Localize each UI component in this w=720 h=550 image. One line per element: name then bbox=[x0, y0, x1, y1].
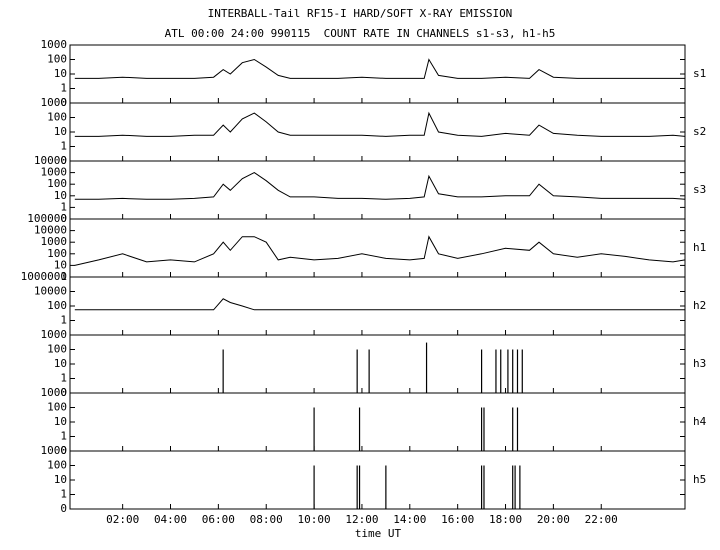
data-line bbox=[74, 58, 685, 79]
x-axis-label: time UT bbox=[355, 527, 402, 540]
panel-label: h2 bbox=[693, 299, 706, 312]
x-tick-label: 16:00 bbox=[441, 513, 474, 526]
panel-label: h4 bbox=[693, 415, 707, 428]
y-tick-label: 1 bbox=[60, 82, 67, 95]
x-tick-label: 08:00 bbox=[250, 513, 283, 526]
y-tick-label: 1000 bbox=[41, 444, 68, 457]
y-tick-label: 10 bbox=[54, 415, 67, 428]
y-tick-label: 100 bbox=[47, 247, 67, 260]
panel-label: s2 bbox=[693, 125, 706, 138]
y-tick-label: 10000 bbox=[34, 224, 67, 237]
y-tick-label: 1000 bbox=[41, 38, 68, 51]
data-line bbox=[74, 298, 685, 311]
y-tick-label: 1000 bbox=[41, 235, 68, 248]
y-tick-label: 1000000 bbox=[21, 270, 67, 283]
x-tick-label: 14:00 bbox=[393, 513, 426, 526]
chart-subtitle: ATL 00:00 24:00 990115 COUNT RATE IN CHA… bbox=[165, 27, 556, 40]
y-tick-label: 1000 bbox=[41, 328, 68, 341]
y-tick-label: 1000 bbox=[41, 166, 68, 179]
x-tick-label: 06:00 bbox=[202, 513, 235, 526]
y-tick-label: 100000 bbox=[27, 212, 67, 225]
y-tick-label: 0 bbox=[60, 502, 67, 515]
y-tick-label: 10 bbox=[54, 357, 67, 370]
y-tick-label: 10000 bbox=[34, 285, 67, 298]
y-tick-label: 100 bbox=[47, 53, 67, 66]
y-tick-label: 10 bbox=[54, 125, 67, 138]
data-line bbox=[74, 172, 686, 200]
y-tick-label: 100 bbox=[47, 459, 67, 472]
x-tick-label: 04:00 bbox=[154, 513, 187, 526]
y-tick-label: 0 bbox=[60, 154, 67, 167]
y-tick-label: 1 bbox=[60, 314, 67, 327]
y-tick-label: 10 bbox=[54, 67, 67, 80]
y-tick-label: 10 bbox=[54, 189, 67, 202]
y-tick-label: 1 bbox=[60, 270, 67, 283]
y-tick-label: 100 bbox=[47, 343, 67, 356]
x-tick-label: 18:00 bbox=[489, 513, 522, 526]
y-tick-label: 1 bbox=[60, 372, 67, 385]
x-tick-label: 12:00 bbox=[345, 513, 378, 526]
data-line bbox=[74, 235, 686, 266]
panel-label: h1 bbox=[693, 241, 706, 254]
panel-label: s3 bbox=[693, 183, 706, 196]
y-tick-label: 0 bbox=[60, 444, 67, 457]
y-tick-label: 10 bbox=[54, 258, 67, 271]
y-tick-label: 100 bbox=[47, 299, 67, 312]
y-tick-label: 1000 bbox=[41, 96, 68, 109]
y-tick-label: 1 bbox=[60, 200, 67, 213]
panel-label: h3 bbox=[693, 357, 706, 370]
x-tick-label: 22:00 bbox=[585, 513, 618, 526]
y-tick-label: 1000 bbox=[41, 386, 68, 399]
chart-title: INTERBALL-Tail RF15-I HARD/SOFT X-RAY EM… bbox=[208, 7, 513, 20]
x-tick-label: 10:00 bbox=[298, 513, 331, 526]
y-tick-label: 10 bbox=[54, 473, 67, 486]
panel-label: s1 bbox=[693, 67, 706, 80]
y-tick-label: 1 bbox=[60, 140, 67, 153]
y-tick-label: 100 bbox=[47, 177, 67, 190]
y-tick-label: 1 bbox=[60, 430, 67, 443]
y-tick-label: 0 bbox=[60, 96, 67, 109]
panel-label: h5 bbox=[693, 473, 706, 486]
y-tick-label: 100 bbox=[47, 111, 67, 124]
y-tick-label: 0 bbox=[60, 212, 67, 225]
y-tick-label: 1 bbox=[60, 488, 67, 501]
data-line bbox=[74, 111, 686, 137]
x-tick-label: 20:00 bbox=[537, 513, 570, 526]
y-tick-label: 100 bbox=[47, 401, 67, 414]
y-tick-label: 10000 bbox=[34, 154, 67, 167]
y-tick-label: 0 bbox=[60, 386, 67, 399]
x-tick-label: 02:00 bbox=[106, 513, 139, 526]
